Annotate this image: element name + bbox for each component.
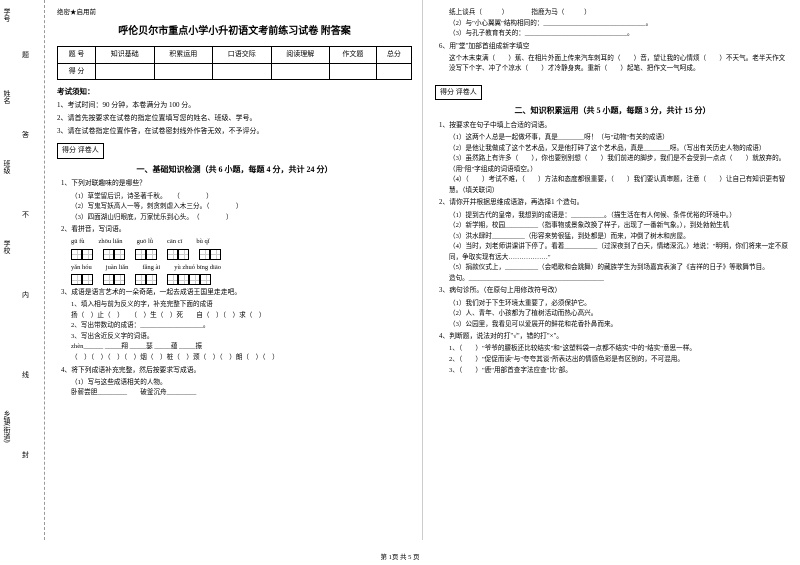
s2q2-item: （5）捐款仪式上，__________（会唱歌和会跳舞）的藏族学生为到场嘉宾表演…	[449, 263, 790, 274]
bind-label: 乡镇(街道)	[2, 410, 12, 443]
paper-title: 呼伦贝尔市重点小学小升初语文考前练习试卷 附答案	[57, 24, 412, 40]
s2q4-item: 1、（ ）"爷爷的腰板还比较结实"和"这塑料袋一点都不结实"中的"结实"意思一样…	[449, 344, 790, 355]
q4-sub: 卧薪尝胆_________ 破釜沉舟_________	[71, 388, 412, 399]
s2q1-stem: 1、按要求在句子中填上合适的词语。	[439, 121, 790, 131]
th: 积累运用	[154, 47, 213, 63]
section2-title: 二、知识积累运用（共 5 小题，每题 3 分，共计 15 分）	[435, 105, 790, 118]
q3-sub: 2、写出带数动的成语：___________________。	[71, 321, 412, 332]
char-grids	[71, 249, 412, 260]
q2-stem: 2、看拼音，写词语。	[61, 225, 412, 235]
s2q3-item: （2）人、青年、小孩都为了植树活动而热心高兴。	[449, 309, 790, 320]
right-column: 纸上谈兵（ ） 指鹿为马（ ） （2）与"小心翼翼"结构相同的：________…	[423, 0, 800, 540]
score-box: 得分 评卷人	[57, 143, 104, 158]
page-footer: 第 1页 共 5 页	[0, 551, 800, 561]
section1-title: 一、基础知识检测（共 6 小题，每题 4 分，共计 24 分）	[57, 164, 412, 177]
q3-sub: 1、填入相与前为反义的字，补充完整下面的成语	[71, 300, 412, 311]
s2q2-item: （1）提到古代的皇帝，我想到的成语是：__________。（描生活在有人何候、…	[449, 211, 790, 222]
binding-margin: 学号 姓名 班级 学校 乡镇(街道) 题 答 不 内 线 封	[0, 0, 45, 540]
s2q2-item: （2）新学期，校园__________（指事物或景象改换了样子，出现了一番新气象…	[449, 221, 790, 232]
s2q1-item: （2）是他让我做成了这个艺术品，又是他打碎了这个艺术品，真是________呀。…	[449, 144, 790, 155]
bind-label: 学号	[2, 8, 12, 22]
notice-item: 2、请首先按要求在试卷的指定位置填写您的姓名、班级、学号。	[57, 113, 412, 124]
seal-char: 不	[22, 210, 29, 220]
seal-char: 题	[22, 50, 29, 60]
s2q2-make: 造句。_____________________________________…	[449, 274, 790, 285]
th: 口语交际	[213, 47, 272, 63]
q3-sub: 扬（ ）止（ ） （ ）生（ ）死 自（ ）（ ）求（ ）	[71, 311, 412, 322]
s2q2-item: （3）洪水肆时__________（形容来势很猛，到处都是）而来，冲倒了树木和房…	[449, 232, 790, 243]
s2q1-item: （4）（ ）考试不难，（ ）方法和态度都很重要，（ ）我们要认真审题，注意（ ）…	[449, 175, 790, 196]
s2q3-item: （1）我们对于下生环境太重要了，必须保护它。	[449, 299, 790, 310]
q4-stem: 4、将下列成语补充完整，然后按要求写成语。	[61, 366, 412, 376]
char-grids	[71, 274, 412, 285]
th: 总分	[376, 47, 411, 63]
q3-sub: 3、写出含近反义字的词语。	[71, 332, 412, 343]
rt-line: （3）与孔子教育有关的：____________________________…	[449, 29, 790, 40]
s2q4-item: 2、（ ）"促促而读"与"夸夸其谈"所表达出的情感色彩是有区别的，不可混用。	[449, 355, 790, 366]
score-box: 得分 评卷人	[435, 85, 482, 100]
notice-head: 考试须知：	[57, 86, 412, 98]
rt-line: （2）与"小心翼翼"结构相同的：________________________…	[449, 19, 790, 30]
s2q1-item: （1）这两个人总是一起做坏事，真是________呀！（与"动物"有关的成语）	[449, 133, 790, 144]
q1-stem: 1、下列对联趣味的是哪些？	[61, 179, 412, 189]
seal-char: 封	[22, 450, 29, 460]
th: 题 号	[58, 47, 96, 63]
q1-opt: （1）草堂留后识，诗圣著千秋。 （ ）	[71, 192, 412, 203]
th: 阅读理解	[271, 47, 330, 63]
bind-label: 学校	[2, 240, 12, 254]
seal-char: 线	[22, 370, 29, 380]
notice-item: 1、考试时间：90 分钟，本卷满分为 100 分。	[57, 100, 412, 111]
s2q1-item: （3）虽然路上有许多（ ），你也要别别想（ ）我们前进的脚步，我们是不会受到一点…	[449, 154, 790, 175]
s2q3-item: （3）公园里，我看见可以爱展开的鲜花和花香扑鼻而来。	[449, 320, 790, 331]
notice-list: 1、考试时间：90 分钟，本卷满分为 100 分。 2、请首先按要求在试卷的指定…	[57, 100, 412, 138]
pinyin-row: yǎn hóu juàn liǎn fǎng ài yù zhuó bīng d…	[71, 263, 412, 273]
th: 作文题	[330, 47, 377, 63]
th: 知识基础	[96, 47, 155, 63]
seal-char: 内	[22, 290, 29, 300]
q3-sub: （ ）（ ）（ ）（ ）烟（ ）桩（ ）颈（ ）（ ）朗（ ）（ ）	[71, 353, 412, 364]
td: 得 分	[58, 63, 96, 79]
s2q3-stem: 3、病句诊所。（在原句上用修改符号改）	[439, 286, 790, 296]
bind-label: 姓名	[2, 90, 12, 104]
rt-line: 纸上谈兵（ ） 指鹿为马（ ）	[449, 8, 790, 19]
seal-char: 答	[22, 130, 29, 140]
q3-stem: 3、成语是语言艺术的一朵奇葩，一起去成语王国里走走吧。	[61, 288, 412, 298]
q1-opt: （3）四面湖山归眼底，万家忧乐到心头。 （ ）	[71, 213, 412, 224]
pinyin-row: gū fù zhōu liǎn guō lǜ cān cī bù qǐ	[71, 237, 412, 247]
s2q4-stem: 4、判断题，说法对的打"√"，错的打"×"。	[439, 332, 790, 342]
notice-item: 3、请在试卷指定位置作答，在试卷密封线外作答无效，不予评分。	[57, 126, 412, 137]
q4-sub: （1）写与这些成语相关的人物。	[71, 378, 412, 389]
bind-label: 班级	[2, 160, 12, 174]
s2q2-item: （4）当时，刘老师讲课讲下停了。看着__________（过深夜到了白天，情绪深…	[449, 242, 790, 263]
secret-label: 绝密★启用前	[57, 8, 412, 18]
q6-stem: 6、用"堂"加部首组成新字填空	[439, 42, 790, 52]
s2q4-item: 3、（ ）"鹿"用部首查字法应查"比"部。	[449, 366, 790, 377]
s2q2-stem: 2、请你开并根据思维成语游，再选择1 个造句。	[439, 198, 790, 208]
q1-opt: （2）写鬼写妖高人一等，刺贪刺虐入木三分。（ ）	[71, 202, 412, 213]
score-table: 题 号 知识基础 积累运用 口语交际 阅读理解 作文题 总分 得 分	[57, 46, 412, 79]
left-column: 绝密★启用前 呼伦贝尔市重点小学小升初语文考前练习试卷 附答案 题 号 知识基础…	[45, 0, 423, 540]
q3-sub: zhèn______ _____翔 _____瑟 _____蕴 _____振	[71, 342, 412, 353]
q6-body: 这个木末束满（ ）蕉、在相片外面上传来汽车刺耳的（ ）音，望让我的心情烦（ ）不…	[449, 54, 790, 75]
